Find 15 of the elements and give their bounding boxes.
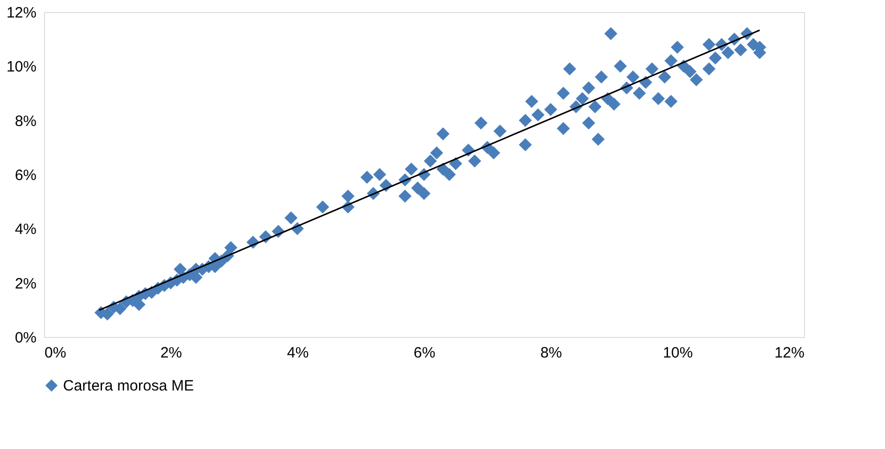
legend-label: Cartera morosa ME (63, 378, 194, 394)
y-tick-label: 0% (14, 330, 36, 346)
y-tick-label: 10% (6, 58, 36, 76)
y-tick-label: 4% (14, 221, 36, 238)
y-tick-label: 2% (14, 275, 36, 292)
y-tick-label: 12% (6, 4, 36, 22)
x-tick-label: 12% (774, 344, 804, 362)
x-tick-label: 4% (286, 344, 309, 362)
x-tick-label: 10% (662, 344, 693, 362)
x-tick-label: 8% (540, 344, 562, 362)
y-tick-label: 6% (14, 167, 36, 184)
x-tick-label: 6% (414, 344, 436, 362)
y-tick-label: 8% (14, 112, 36, 130)
x-tick-label: 2% (160, 344, 182, 362)
x-tick-label: 0% (44, 344, 66, 362)
